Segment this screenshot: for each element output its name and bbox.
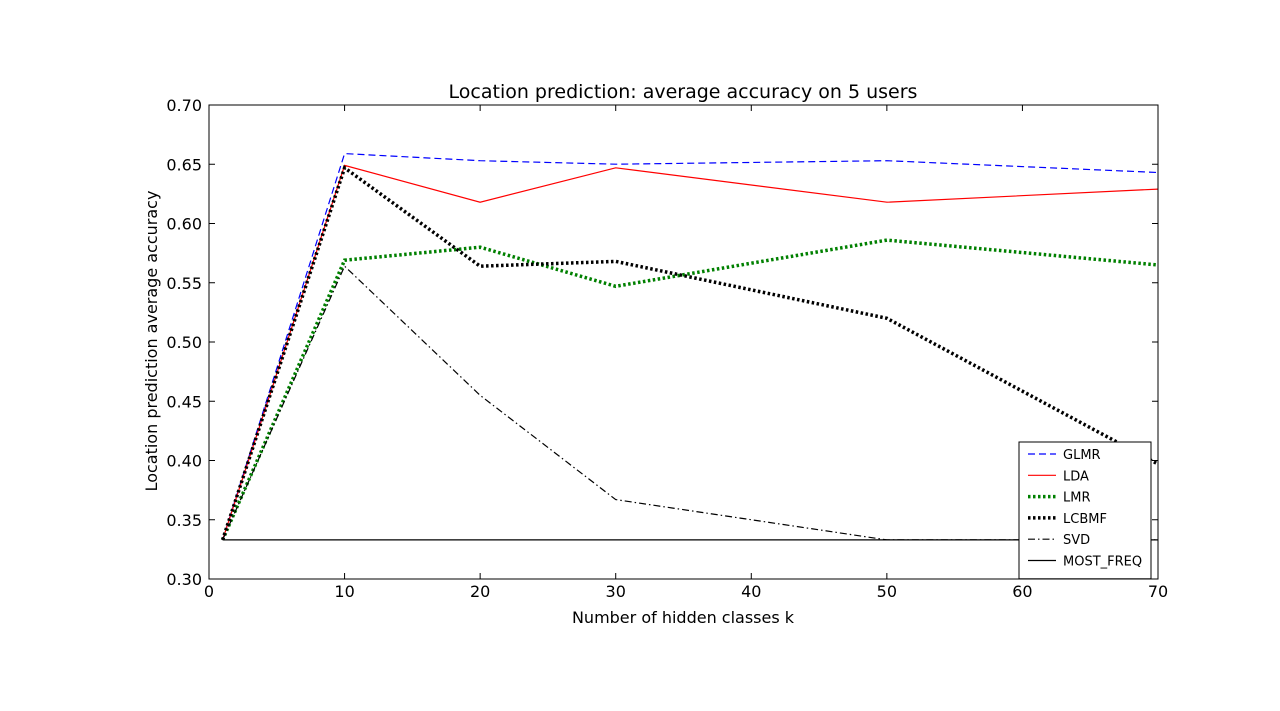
series-line-lcbmf (220, 164, 1158, 541)
axis-ticks: 0 10 20 30 40 50 60 70 0.30 0.35 0.40 0.45 0.50 0.55 0… (166, 96, 1168, 601)
x-tick-label: 30 (606, 582, 626, 601)
y-tick-label: 0.65 (166, 155, 202, 174)
legend-label: LDA (1063, 469, 1089, 484)
legend-label: LMR (1063, 491, 1091, 506)
y-axis-label: Location prediction average accuracy (142, 191, 161, 492)
legend: GLMR LDA LMR LCBMF SVD MOST_FREQ (1018, 441, 1152, 580)
legend-label: LCBMF (1063, 512, 1107, 527)
y-tick-label: 0.35 (166, 511, 202, 530)
series-line-lmr (220, 238, 1158, 541)
x-axis-label: Number of hidden classes k (572, 608, 795, 627)
y-tick-label: 0.45 (166, 392, 202, 411)
y-tick-label: 0.40 (166, 452, 202, 471)
x-tick-label: 60 (1012, 582, 1032, 601)
legend-label: MOST_FREQ (1063, 555, 1142, 570)
legend-box (1018, 441, 1152, 580)
x-tick-label: 20 (470, 582, 490, 601)
legend-label: GLMR (1063, 448, 1101, 463)
x-tick-label: 40 (741, 582, 761, 601)
y-tick-label: 0.60 (166, 215, 202, 234)
y-tick-label: 0.30 (166, 570, 202, 589)
x-tick-label: 10 (334, 582, 354, 601)
x-tick-label: 0 (204, 582, 214, 601)
x-tick-label: 70 (1148, 582, 1168, 601)
legend-label: SVD (1063, 533, 1090, 548)
plot-area (220, 152, 1158, 541)
series-line-lda (222, 164, 1158, 541)
series-line-svd (222, 265, 1158, 541)
x-tick-label: 50 (877, 582, 897, 601)
y-tick-label: 0.50 (166, 333, 202, 352)
chart-title: Location prediction: average accuracy on… (449, 81, 918, 103)
y-tick-label: 0.70 (166, 96, 202, 115)
y-tick-label: 0.55 (166, 274, 202, 293)
series-line-glmr (222, 152, 1158, 541)
